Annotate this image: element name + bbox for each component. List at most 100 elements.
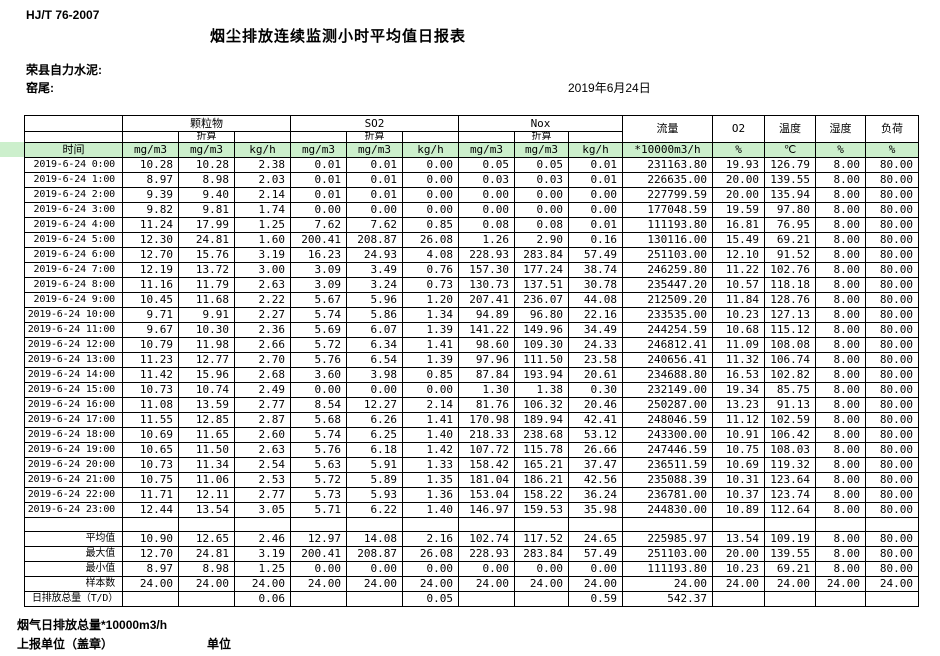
table-cell: 13.54 [178,502,235,518]
table-cell: 12.70 [122,546,179,562]
table-cell: 1.60 [234,232,291,248]
table-cell: 0.00 [458,561,515,577]
table-row: 2019-6-24 1:00 8.97 8.98 2.03 0.01 0.01 0.00 0.… [24,172,919,188]
table-row: 最大值 12.70 24.81 3.19 200.41 208.87 26.08 228.93… [24,546,919,562]
row-label: 2019-6-24 20:00 [24,457,123,473]
table-cell: 80.00 [865,337,919,353]
group-header-pm: 颗粒物 [122,115,291,132]
table-cell: 6.18 [346,442,403,458]
table-cell: 186.21 [514,472,569,488]
row-label: 2019-6-24 6:00 [24,247,123,263]
table-cell: 26.08 [402,546,459,562]
row-label: 2019-6-24 13:00 [24,352,123,368]
header-subrow: 折算 折算 折算 [24,131,919,143]
table-cell: 26.08 [402,232,459,248]
table-cell: 80.00 [865,352,919,368]
table-row: 2019-6-24 21:00 10.75 11.06 2.53 5.72 5.89 1.3… [24,472,919,488]
unit-so2-conv-mgm3: mg/m3 [346,142,403,158]
row-label: 2019-6-24 17:00 [24,412,123,428]
table-cell: 36.24 [568,487,623,503]
table-cell: 2.14 [234,187,291,203]
row-label: 2019-6-24 19:00 [24,442,123,458]
table-cell: 11.71 [122,487,179,503]
table-cell: 1.30 [458,382,515,398]
table-cell: 2.27 [234,307,291,323]
subheader-so2-converted: 折算 [346,131,403,143]
table-cell: 5.73 [290,487,347,503]
table-cell: 283.84 [514,247,569,263]
table-cell: 102.82 [764,367,816,383]
table-row: 2019-6-24 0:00 10.28 10.28 2.38 0.01 0.01 0.00… [24,157,919,173]
table-cell: 13.23 [712,397,765,413]
table-row: 2019-6-24 3:00 9.82 9.81 1.74 0.00 0.00 0.00 0.… [24,202,919,218]
table-cell: 118.18 [764,277,816,293]
row-label: 2019-6-24 7:00 [24,262,123,278]
table-cell: 8.00 [815,322,866,338]
table-cell: 248046.59 [622,412,713,428]
table-cell: 11.22 [712,262,765,278]
table-row: 2019-6-24 9:00 10.45 11.68 2.22 5.67 5.96 1.20… [24,292,919,308]
table-cell: 228.93 [458,546,515,562]
table-row: 2019-6-24 2:00 9.39 9.40 2.14 0.01 0.01 0.00 0.… [24,187,919,203]
table-cell: 2.68 [234,367,291,383]
table-cell: 5.76 [290,352,347,368]
subheader-pm-converted: 折算 [178,131,235,143]
table-cell: 1.34 [402,307,459,323]
table-cell: 0.85 [402,217,459,233]
table-cell: 102.76 [764,262,816,278]
table-cell: 20.61 [568,367,623,383]
table-cell: 106.42 [764,427,816,443]
row-label: 2019-6-24 14:00 [24,367,123,383]
table-cell: 0.00 [568,187,623,203]
table-cell: 200.41 [290,232,347,248]
table-cell: 13.72 [178,262,235,278]
table-cell: 8.98 [178,561,235,577]
row-label: 日排放总量（T/D） [24,591,123,607]
table-cell: 0.00 [514,187,569,203]
table-cell: 1.35 [402,472,459,488]
table-cell: 0.01 [346,172,403,188]
table-cell: 236511.59 [622,457,713,473]
unit-humidity-percent: % [815,142,866,158]
table-cell: 8.97 [122,561,179,577]
table-cell: 1.38 [514,382,569,398]
table-cell: 91.52 [764,247,816,263]
table-cell [514,591,569,607]
row-label: 2019-6-24 10:00 [24,307,123,323]
table-cell: 5.71 [290,502,347,518]
table-cell: 1.41 [402,337,459,353]
table-cell: 20.00 [712,546,765,562]
table-cell: 8.00 [815,367,866,383]
table-cell: 24.00 [346,576,403,592]
table-cell: 137.51 [514,277,569,293]
table-row: 2019-6-24 8:00 11.16 11.79 2.63 3.09 3.24 0.73… [24,277,919,293]
table-cell: 233535.00 [622,307,713,323]
table-cell: 123.74 [764,487,816,503]
report-unit-seal-label: 上报单位（盖章） [17,637,114,651]
table-cell: 80.00 [865,561,919,577]
table-cell: 8.00 [815,531,866,547]
row-label: 2019-6-24 11:00 [24,322,123,338]
blank-cell [122,131,179,143]
table-cell: 57.49 [568,546,623,562]
table-cell: 12.70 [122,247,179,263]
row-label: 2019-6-24 4:00 [24,217,123,233]
table-cell: 10.28 [122,157,179,173]
table-cell: 81.76 [458,397,515,413]
blank-cell [568,131,623,143]
table-cell: 0.00 [458,202,515,218]
table-cell: 6.22 [346,502,403,518]
unit-pm-kgh: kg/h [234,142,291,158]
table-cell: 11.98 [178,337,235,353]
table-cell: 26.66 [568,442,623,458]
standard-code: HJ/T 76-2007 [26,8,100,22]
row-label: 2019-6-24 15:00 [24,382,123,398]
table-cell: 177.24 [514,262,569,278]
table-cell: 10.74 [178,382,235,398]
table-body: 2019-6-24 0:00 10.28 10.28 2.38 0.01 0.01 0.00… [24,157,919,607]
table-cell: 37.47 [568,457,623,473]
table-cell: 10.30 [178,322,235,338]
table-cell: 11.42 [122,367,179,383]
row-label: 2019-6-24 9:00 [24,292,123,308]
table-cell: 10.68 [712,322,765,338]
